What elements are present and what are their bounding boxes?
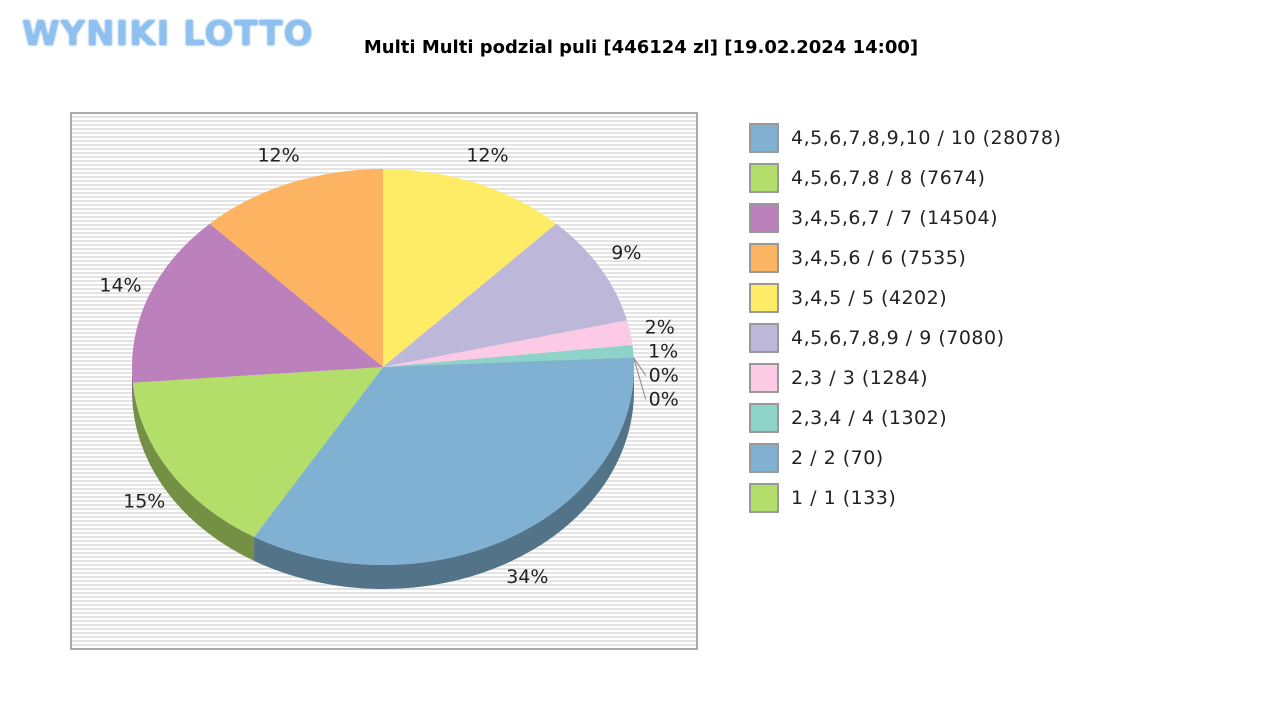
legend-item: 3,4,5 / 5 (4202) [749,283,947,313]
legend-swatch [749,403,779,433]
legend-item: 3,4,5,6,7 / 7 (14504) [749,203,998,233]
slice-label: 15% [123,491,165,513]
pie-slice [254,357,634,566]
pie-slice [383,345,634,367]
legend-label: 3,4,5 / 5 (4202) [791,287,948,309]
slice-label: 12% [257,144,299,166]
legend-swatch [749,323,779,353]
legend-label: 2,3,4 / 4 (1302) [791,407,948,429]
legend-swatch [749,363,779,393]
legend-label: 4,5,6,7,8 / 8 (7674) [791,167,986,189]
slice-label: 14% [99,275,141,297]
pie-slice-side [132,382,255,561]
pie-slice-side [132,367,133,407]
legend-item: 3,4,5,6 / 6 (7535) [749,243,966,273]
legend-swatch [749,163,779,193]
legend-swatch [749,283,779,313]
pie-slice [209,169,383,367]
pie-slice-side [254,367,635,589]
pie-slice [383,223,627,367]
legend-swatch [749,243,779,273]
logo: WYNIKI LOTTO [22,14,314,54]
legend-item: 4,5,6,7,8 / 8 (7674) [749,163,985,193]
legend-swatch [749,203,779,233]
legend-item: 1 / 1 (133) [749,483,896,513]
pie-slice [383,320,633,367]
legend-item: 2 / 2 (70) [749,443,884,473]
legend-swatch [749,123,779,153]
legend-item: 2,3,4 / 4 (1302) [749,403,947,433]
pie-slice [132,367,383,537]
legend-label: 4,5,6,7,8,9 / 9 (7080) [791,327,1005,349]
legend-label: 4,5,6,7,8,9,10 / 10 (28078) [791,127,1062,149]
legend-swatch [749,483,779,513]
slice-label: 2% [645,316,675,338]
pie-slice [383,169,557,367]
legend-swatch [749,443,779,473]
slice-label: 9% [611,242,641,264]
legend-label: 2,3 / 3 (1284) [791,367,929,389]
legend-label: 2 / 2 (70) [791,447,884,469]
legend-label: 3,4,5,6 / 6 (7535) [791,247,967,269]
slice-label: 12% [466,144,508,166]
slice-label: 1% [648,340,678,362]
label-leader-line [633,357,647,376]
legend-label: 3,4,5,6,7 / 7 (14504) [791,207,998,229]
slice-label: 34% [506,566,548,588]
legend-item: 4,5,6,7,8,9,10 / 10 (28078) [749,123,1061,153]
legend-item: 4,5,6,7,8,9 / 9 (7080) [749,323,1005,353]
slice-label: 0% [649,364,679,386]
slice-label: 0% [649,388,679,410]
label-leader-line [633,357,647,400]
pie-slice [132,223,383,383]
chart-title: Multi Multi podzial puli [446124 zl] [19… [363,37,919,58]
legend-item: 2,3 / 3 (1284) [749,363,928,393]
legend-label: 1 / 1 (133) [791,487,897,509]
